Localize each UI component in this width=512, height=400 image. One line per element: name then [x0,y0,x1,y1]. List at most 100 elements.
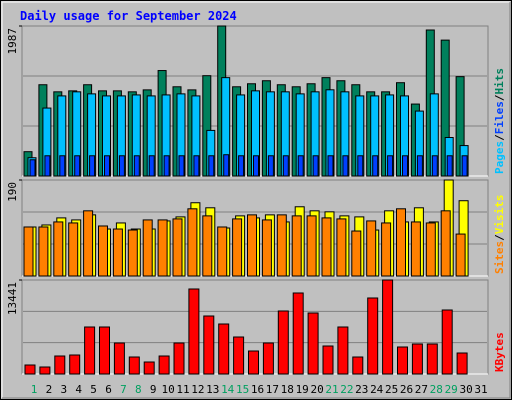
bar [143,361,155,375]
bar [291,215,302,277]
bar [431,155,438,177]
bar [53,221,64,277]
bar [381,222,392,277]
bar [142,219,153,277]
bar [247,214,257,277]
bar [113,342,125,375]
legend: Pages/Files/Hits [493,68,506,174]
x-tick-label: 9 [150,383,157,396]
bar [441,309,453,375]
bar [232,218,243,277]
bar [282,155,289,177]
x-tick-label: 4 [75,383,82,396]
x-tick-label: 1 [31,383,38,396]
bar [396,208,406,277]
bar [337,326,349,375]
bar [276,214,287,277]
bar [89,155,96,177]
bar [158,355,170,375]
bar [382,279,394,375]
bar [148,155,155,177]
bar [461,155,468,177]
x-tick-label: 25 [385,383,398,396]
bar [327,155,334,177]
bar [292,292,304,375]
bar [233,336,245,375]
bar [218,323,230,375]
bar [193,155,200,177]
bar [312,155,319,177]
bar [253,155,259,177]
bar [446,155,453,177]
bar [178,155,185,177]
bar [306,215,317,277]
bar [127,229,138,277]
bar [172,218,183,277]
bar [455,233,466,277]
bar [351,230,362,277]
x-tick-label: 19 [296,383,309,396]
bar [367,297,379,375]
bar [104,155,110,177]
bar [366,220,377,277]
legend: Sites/Visits [493,195,506,275]
legend-label: Visits [493,195,506,235]
bar [112,228,123,277]
y-tick-label: 13441 [6,282,19,315]
legend-separator: / [493,234,506,241]
x-tick-label: 17 [266,383,279,396]
x-tick-label: 7 [120,383,127,396]
bar [456,352,468,375]
x-tick-label: 5 [90,383,97,396]
bar [357,155,364,177]
bar [23,226,34,277]
legend-separator: / [493,134,506,141]
x-tick-label: 28 [430,383,443,396]
x-tick-label: 12 [191,383,204,396]
legend-label: Hits [493,68,506,95]
bar [208,155,215,177]
x-tick-label: 30 [459,383,472,396]
x-tick-label: 22 [340,383,353,396]
bar [187,208,198,277]
bar [248,350,259,375]
bar [202,215,213,277]
bar [157,219,168,277]
legend-separator: / [493,94,506,101]
bar [84,326,96,375]
bar [203,315,215,375]
chart-title: Daily usage for September 2024 [20,9,237,23]
bar [38,226,49,277]
x-tick-label: 20 [310,383,323,396]
y-tick-label: 190 [6,182,19,202]
bar [425,222,436,277]
x-tick-label: 31 [474,383,487,396]
legend-label: Pages [493,141,506,174]
bar [69,354,81,375]
bar [68,222,79,277]
bar [39,366,51,375]
bar [98,225,108,277]
x-tick-label: 14 [221,383,235,396]
bar [133,155,140,177]
bar [74,155,81,177]
bar [238,155,245,177]
x-tick-label: 21 [325,383,338,396]
bar [322,345,334,375]
x-tick-label: 3 [60,383,67,396]
bar [262,342,274,375]
x-tick-label: 13 [206,383,219,396]
bar [352,356,364,375]
bar [54,355,66,375]
bar [402,155,408,177]
bar [321,217,332,277]
bar [387,155,394,177]
bar [59,155,66,177]
bar [397,346,408,375]
x-tick-label: 16 [251,383,264,396]
x-tick-label: 26 [400,383,413,396]
bar [128,356,140,375]
